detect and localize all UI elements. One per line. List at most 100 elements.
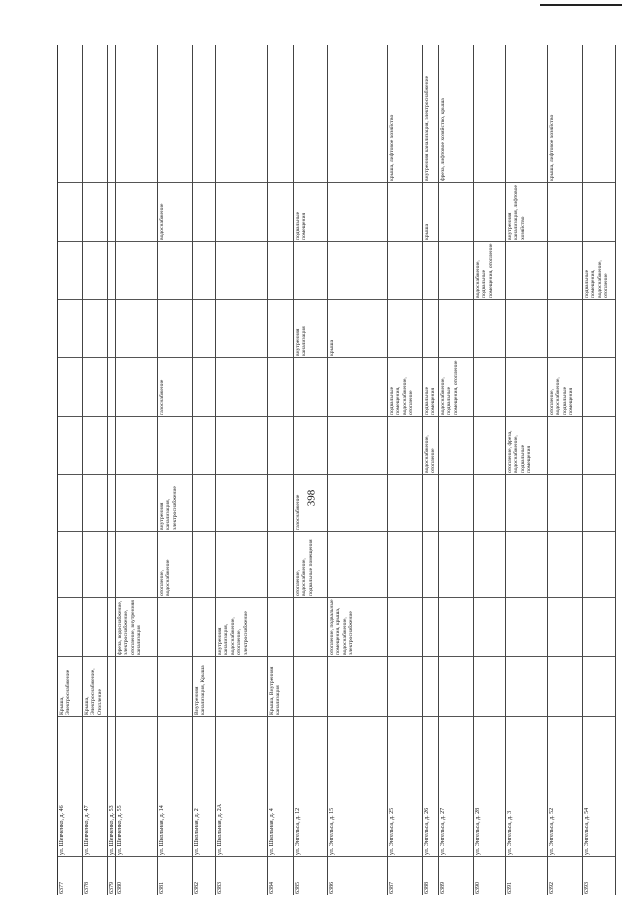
work-cell: [294, 242, 327, 300]
work-cell: [116, 532, 157, 598]
work-cell: [193, 45, 215, 183]
work-cell: [583, 475, 615, 532]
work-cell: [193, 242, 215, 300]
address-cell: ул. Энгельса, д. 15: [328, 717, 387, 857]
work-cell: [83, 598, 107, 657]
work-cell: отопление, водоснабжение, подвальные пом…: [548, 358, 582, 417]
work-cell: Крыша, Электроснабжение, Отопление: [83, 657, 107, 717]
work-cell: [328, 532, 387, 598]
work-cell: [583, 358, 615, 417]
row-number: 6390: [475, 882, 481, 894]
work-cell: [268, 532, 293, 598]
table-row: 6393 ул. Энгельса, д. 54 подвальные помеще…: [583, 45, 616, 895]
address-cell: ул. Энгельса, д. 27: [439, 717, 473, 857]
work-cell: [506, 475, 547, 532]
work-cell: внутренняя канализация, водоснабжение, о…: [216, 598, 267, 657]
work-cell: [583, 532, 615, 598]
work-cell: [83, 242, 107, 300]
work-cell: [474, 657, 505, 717]
work-cell: [328, 358, 387, 417]
row-number: 6388: [424, 882, 430, 894]
address-cell: ул. Энгельса, д. 26: [423, 717, 438, 857]
work-cell: подвальные помещения, водоснабжение, ото…: [388, 358, 422, 417]
work-cell: [116, 183, 157, 242]
row-number: 6392: [549, 882, 555, 894]
table-row: 6386 ул. Энгельса, д. 15 отопление, подвал…: [328, 45, 388, 895]
work-cell: [58, 242, 82, 300]
work-cell: [388, 300, 422, 358]
work-cell: [388, 475, 422, 532]
address-cell: ул. Энгельса, д. 12: [294, 717, 327, 857]
work-cell: [474, 475, 505, 532]
work-cell: Внутренняя канализация, Крыша: [193, 657, 215, 717]
work-cell: [193, 475, 215, 532]
work-cell: [158, 300, 192, 358]
work-cell: [158, 45, 192, 183]
work-cell: водоснабжение, отопление: [423, 417, 438, 475]
work-cell: [268, 598, 293, 657]
table-row: 6383 ул. Школьная, д. 2А внутренняя канали…: [216, 45, 268, 895]
work-cell: внутренняя канализация: [294, 300, 327, 358]
row-number: 6387: [389, 882, 395, 894]
work-cell: [548, 417, 582, 475]
work-cell: [116, 657, 157, 717]
work-cell: [216, 532, 267, 598]
work-cell: внутренняя канализация, электроснабжение: [423, 45, 438, 183]
work-cell: [108, 417, 115, 475]
work-cell: [216, 417, 267, 475]
work-cell: [423, 657, 438, 717]
header-rule: [540, 4, 622, 6]
work-cell: [108, 475, 115, 532]
work-cell: [328, 417, 387, 475]
work-cell: [193, 300, 215, 358]
table-row: 6392 ул. Энгельса, д. 52 отопление, водосн…: [548, 45, 583, 895]
work-cell: [388, 532, 422, 598]
work-cell: [83, 532, 107, 598]
table-row: 6377 ул. Шевченко, д. 46 Крыша, Электросна…: [58, 45, 83, 895]
work-cell: [108, 45, 115, 183]
table-frame: 6377 ул. Шевченко, д. 46 Крыша, Электросна…: [57, 45, 616, 895]
work-cell: [439, 598, 473, 657]
work-cell: [506, 657, 547, 717]
work-cell: [108, 183, 115, 242]
work-cell: [439, 532, 473, 598]
work-cell: [506, 598, 547, 657]
work-cell: [328, 45, 387, 183]
work-cell: [388, 657, 422, 717]
row-number: 6384: [269, 882, 275, 894]
work-cell: [388, 183, 422, 242]
work-cell: [58, 532, 82, 598]
work-cell: подвальные помещения, водоснабжение, ото…: [583, 242, 615, 300]
work-cell: [216, 183, 267, 242]
work-cell: отопление, подвальные помещения, крыша, …: [328, 598, 387, 657]
work-cell: [439, 475, 473, 532]
work-cell: [158, 657, 192, 717]
work-cell: [116, 300, 157, 358]
address-cell: ул. Школьная, д. 2: [193, 717, 215, 857]
work-cell: [108, 598, 115, 657]
work-cell: [439, 183, 473, 242]
work-cell: [216, 242, 267, 300]
work-cell: [439, 300, 473, 358]
work-cell: [268, 475, 293, 532]
work-cell: [193, 417, 215, 475]
row-number: 6377: [59, 882, 65, 894]
work-cell: фреза, водоснабжение, электроснабжение, …: [116, 598, 157, 657]
work-cell: [158, 598, 192, 657]
work-cell: крыша, лифтовое хозяйство: [388, 45, 422, 183]
work-cell: [216, 300, 267, 358]
work-cell: [216, 657, 267, 717]
work-cell: [116, 45, 157, 183]
table-row: 6388 ул. Энгельса, д. 26 водоснабжение, от…: [423, 45, 439, 895]
table-row: 6389 ул. Энгельса, д. 27 водоснабжение, по…: [439, 45, 474, 895]
address-cell: ул. Шевченко, д. 53: [108, 717, 115, 857]
work-cell: подвальные помещения: [423, 358, 438, 417]
work-cell: [439, 657, 473, 717]
work-cell: [83, 183, 107, 242]
work-cell: [328, 183, 387, 242]
work-cell: отопление, водоснабжение, подвальные пом…: [294, 532, 327, 598]
work-cell: фреза, лифтовое хозяйство, крыша: [439, 45, 473, 183]
work-cell: водоснабжение: [158, 183, 192, 242]
work-cell: [294, 45, 327, 183]
work-cell: [58, 45, 82, 183]
